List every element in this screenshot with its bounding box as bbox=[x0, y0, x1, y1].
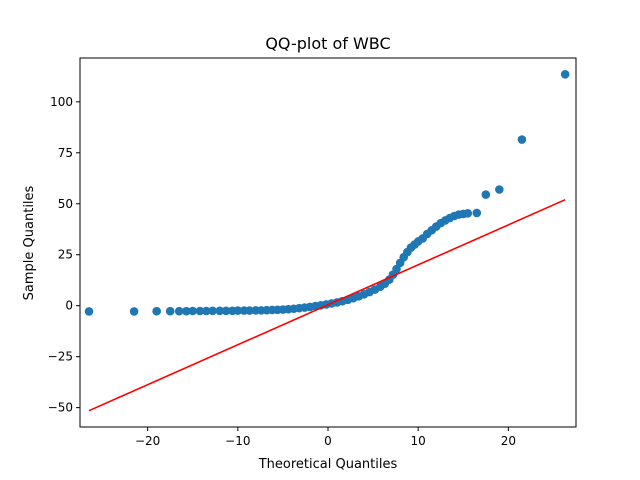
data-point bbox=[165, 306, 175, 316]
y-tick-label: 50 bbox=[58, 197, 73, 211]
data-point bbox=[215, 306, 225, 316]
data-point bbox=[517, 135, 527, 144]
y-tick-label: 25 bbox=[58, 248, 73, 262]
x-tick-label: 10 bbox=[411, 434, 426, 448]
y-tick-label: 0 bbox=[65, 299, 73, 313]
data-point bbox=[195, 306, 205, 316]
y-tick-label: −25 bbox=[48, 350, 73, 364]
y-axis-label: Sample Quantiles bbox=[22, 185, 37, 300]
x-tick-label: 0 bbox=[324, 434, 332, 448]
data-point bbox=[481, 190, 491, 199]
data-point bbox=[201, 306, 211, 316]
data-point bbox=[463, 209, 473, 218]
data-point bbox=[233, 306, 243, 315]
data-point bbox=[560, 70, 570, 79]
data-point bbox=[182, 306, 191, 316]
data-point bbox=[245, 306, 254, 315]
y-tick-label: 100 bbox=[50, 95, 73, 109]
data-point bbox=[188, 306, 198, 316]
data-point bbox=[129, 307, 139, 316]
y-tick-label: 75 bbox=[58, 146, 73, 160]
x-axis-label: Theoretical Quantiles bbox=[258, 457, 398, 472]
data-point bbox=[152, 306, 161, 316]
data-point bbox=[472, 208, 482, 218]
x-tick-label: 20 bbox=[501, 434, 516, 448]
data-point bbox=[84, 307, 94, 316]
data-point bbox=[174, 306, 184, 316]
axes: −20 −10 0 10 20 −50 −25 0 25 50 75 100 bbox=[48, 57, 577, 448]
chart-title: QQ-plot of WBC bbox=[265, 34, 390, 53]
reference-line bbox=[88, 198, 566, 412]
data-point bbox=[221, 306, 231, 316]
plot-area bbox=[84, 70, 570, 412]
data-point bbox=[208, 306, 217, 316]
data-point bbox=[495, 185, 504, 194]
x-tick-label: −10 bbox=[225, 434, 250, 448]
y-tick-label: −50 bbox=[48, 401, 73, 415]
x-tick-label: −20 bbox=[135, 434, 160, 448]
